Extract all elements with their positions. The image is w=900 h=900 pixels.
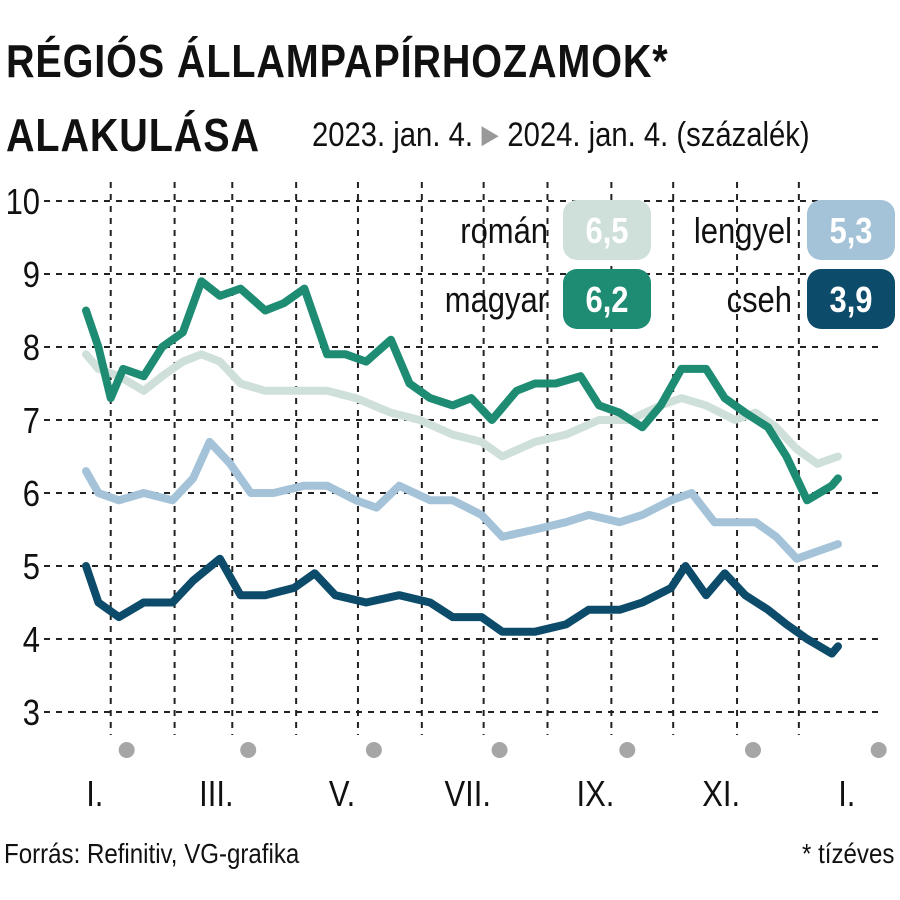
y-tick-label: 6 — [23, 475, 40, 515]
line-chart: 3 4 5 6 7 8 9 10 I. III. V. VII. IX. XI. I. román 6,5 ma… — [6, 182, 895, 815]
date-start: 2023. jan. 4. — [312, 116, 473, 154]
legend-badge-cseh — [807, 269, 895, 329]
x-tick-label: VII. — [445, 775, 491, 815]
x-tick-label: I. — [838, 775, 855, 815]
y-tick-label: 9 — [23, 256, 40, 296]
x-tick-label: XI. — [702, 775, 740, 815]
month-dot-marker — [118, 742, 135, 758]
triangle-right-icon: ▶ — [481, 119, 499, 149]
source-note: Forrás: Refinitiv, VG-grafika — [4, 838, 300, 869]
legend-value-magyar: 6,2 — [585, 281, 628, 321]
series-line-lengyel — [82, 437, 842, 563]
legend-label-lengyel: lengyel — [694, 212, 792, 252]
y-tick-label: 4 — [23, 621, 40, 661]
x-tick-label: IX. — [577, 775, 615, 815]
axes: 3 4 5 6 7 8 9 10 I. III. V. VII. IX. XI. I. — [6, 183, 887, 815]
legend-badge-magyar — [563, 269, 651, 329]
month-dot-marker — [240, 742, 257, 758]
x-tick-label: I. — [86, 775, 103, 815]
x-tick-label: V. — [329, 775, 355, 815]
chart-title-line1: RÉGIÓS ÁLLAMPAPÍRHOZAMOK* — [6, 35, 669, 87]
grid — [44, 182, 884, 735]
month-dot-marker — [365, 742, 382, 758]
month-dot-marker — [870, 742, 887, 758]
y-tick-label: 3 — [23, 694, 40, 734]
footnote: * tízéves — [801, 838, 894, 869]
month-dot-marker — [619, 742, 636, 758]
y-tick-label: 7 — [23, 402, 40, 442]
series-line-cseh — [82, 554, 842, 658]
x-tick-label: III. — [199, 775, 233, 815]
month-dot-marker — [744, 742, 761, 758]
month-dot-marker — [491, 742, 508, 758]
series-line-magyar — [82, 277, 842, 505]
series-lines — [82, 277, 842, 658]
legend-label-román: román — [460, 212, 548, 252]
y-tick-label: 8 — [23, 329, 40, 369]
date-end: 2024. jan. 4. (százalék) — [507, 116, 810, 154]
legend-badge-lengyel — [807, 200, 895, 260]
date-range: 2023. jan. 4. ▶ 2024. jan. 4. (százalék) — [312, 118, 810, 152]
y-tick-label: 10 — [6, 183, 40, 223]
legend-label-magyar: magyar — [445, 281, 548, 321]
chart-title-line2: ALAKULÁSA — [6, 109, 260, 161]
legend-badge-román — [563, 200, 651, 260]
legend-label-cseh: cseh — [727, 281, 792, 321]
legend: román 6,5 magyar 6,2 lengyel 5,3 cseh 3,9 — [445, 200, 895, 329]
legend-value-román: 6,5 — [585, 212, 628, 252]
legend-value-lengyel: 5,3 — [829, 212, 872, 252]
legend-value-cseh: 3,9 — [829, 281, 872, 321]
series-line-román — [82, 350, 842, 468]
y-tick-label: 5 — [23, 548, 40, 588]
